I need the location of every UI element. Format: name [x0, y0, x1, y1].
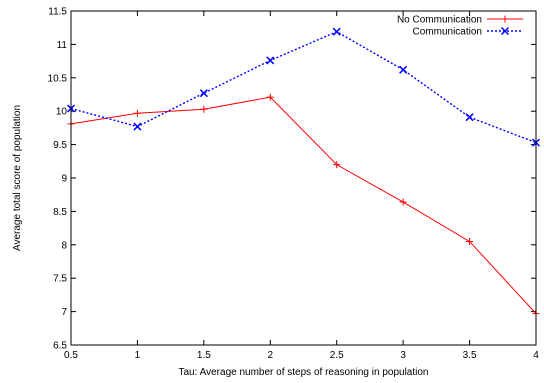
legend-marker-no-communication: [501, 15, 509, 23]
data-point-no-communication: [133, 109, 141, 117]
data-point-no-communication: [399, 198, 407, 206]
data-point-no-communication: [200, 105, 208, 113]
x-tick-label: 2.5: [330, 350, 344, 361]
plot-frame: [70, 10, 537, 346]
x-tick-label: 3: [400, 350, 406, 361]
y-tick-label: 11: [57, 40, 68, 51]
series-line-communication: [70, 30, 537, 144]
series-layer: [66, 27, 541, 318]
series-communication: [66, 27, 541, 147]
legend-label-communication: Communication: [413, 27, 482, 38]
data-point-no-communication: [466, 237, 474, 245]
legend-label-no-communication: No Communication: [397, 15, 482, 26]
data-point-communication: [399, 65, 408, 74]
x-tick-label: 2: [268, 350, 274, 361]
y-tick-label: 10: [56, 107, 68, 118]
y-tick-label: 9.5: [53, 140, 67, 151]
x-tick-label: 1.5: [197, 350, 211, 361]
data-point-no-communication: [266, 93, 274, 101]
y-tick-label: 11.5: [48, 7, 67, 18]
y-tick-label: 8: [61, 240, 67, 251]
y-axis-label: Average total score of population: [12, 105, 23, 251]
y-tick-label: 8.5: [53, 207, 67, 218]
y-tick-label: 9: [61, 174, 67, 185]
y-tick-label: 10.5: [48, 73, 68, 84]
series-line-no-communication: [70, 96, 537, 314]
y-tick-label: 7.5: [53, 274, 67, 285]
x-axis-label: Tau: Average number of steps of reasonin…: [179, 367, 429, 378]
y-tick-label: 6.5: [53, 341, 67, 352]
x-tick-label: 3.5: [463, 350, 477, 361]
x-tick-label: 4: [533, 350, 539, 361]
data-point-communication: [133, 122, 142, 131]
data-point-communication: [332, 27, 341, 36]
data-point-communication: [199, 89, 208, 98]
x-tick-label: 0.5: [64, 350, 78, 361]
y-tick-label: 7: [61, 307, 67, 318]
data-point-communication: [465, 113, 474, 122]
tick-layer: 0.5 1 1.5 2 2.5 3 3.5 46.577.588.599.51010.5111…: [48, 7, 540, 362]
x-tick-label: 1: [135, 350, 141, 361]
legend-marker-communication: [500, 26, 510, 36]
data-point-no-communication: [333, 161, 341, 169]
data-point-communication: [266, 56, 275, 65]
legend: No Communication Communication: [397, 15, 523, 38]
